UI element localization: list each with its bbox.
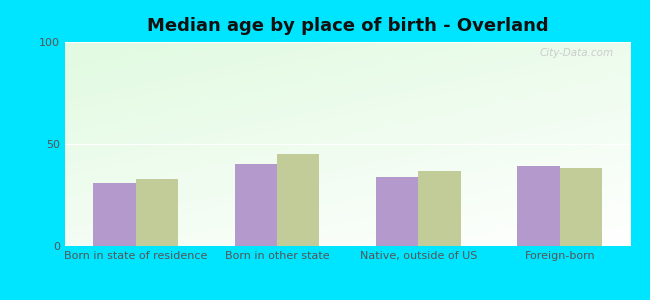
Bar [94, 183, 136, 246]
Bar [517, 167, 560, 246]
Bar [235, 164, 277, 246]
Title: Median age by place of birth - Overland: Median age by place of birth - Overland [147, 17, 549, 35]
Bar [376, 177, 419, 246]
Text: City-Data.com: City-Data.com [540, 48, 614, 58]
Bar [277, 154, 319, 246]
Bar [419, 170, 461, 246]
Bar [136, 179, 178, 246]
Bar [560, 169, 602, 246]
